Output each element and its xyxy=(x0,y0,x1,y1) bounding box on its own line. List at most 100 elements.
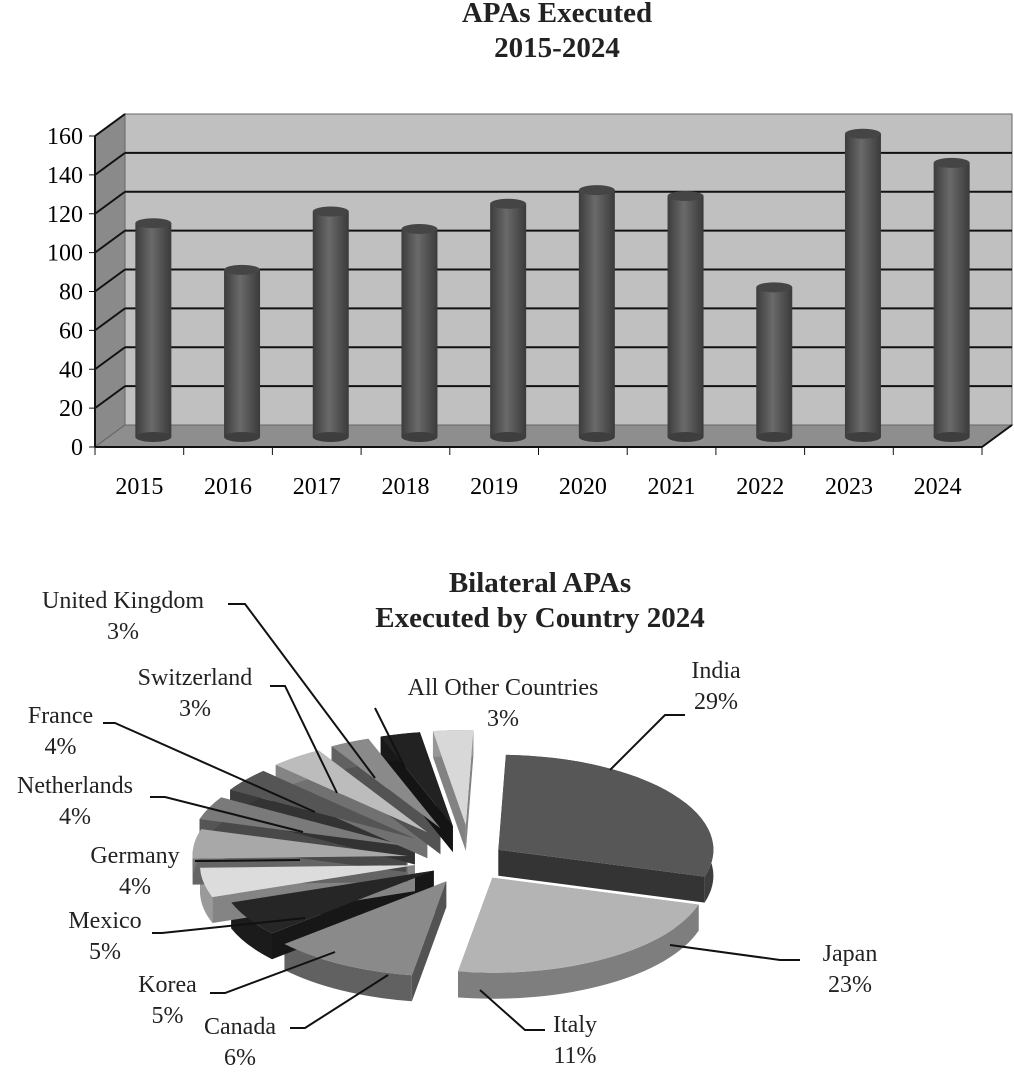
pie-label-percent: 3% xyxy=(487,706,519,732)
side-gridline xyxy=(94,229,126,254)
slice-side-India xyxy=(498,849,705,903)
x-tick-label: 2023 xyxy=(825,474,873,500)
leader-line-united-kingdom xyxy=(228,603,376,779)
slice-India xyxy=(498,754,714,877)
pie-label-percent: 11% xyxy=(553,1043,597,1069)
bar-cap xyxy=(844,128,881,139)
y-tick-label: 60 xyxy=(59,318,83,344)
leader-line-switzerland xyxy=(270,685,338,794)
pie-label-percent: 3% xyxy=(179,696,211,722)
slice-France xyxy=(275,750,428,833)
pie-label-percent: 6% xyxy=(224,1045,256,1071)
bar-base xyxy=(844,432,881,442)
x-tick-label: 2018 xyxy=(381,474,429,500)
slice-side-Italy xyxy=(411,881,447,1002)
leader-line-canada xyxy=(290,974,389,1029)
pie-label-percent: 3% xyxy=(107,619,139,645)
pie-label-name: Japan xyxy=(822,941,878,967)
bar-base xyxy=(490,432,527,442)
bar-base xyxy=(135,432,172,442)
pie-label-percent: 23% xyxy=(828,972,872,998)
y-tick-label: 140 xyxy=(47,163,83,189)
floor-edge xyxy=(981,424,1013,448)
side-gridline xyxy=(94,152,126,176)
leader-line-all-other-countries xyxy=(374,707,406,769)
bar-cap xyxy=(135,218,172,229)
x-tick-label: 2022 xyxy=(736,474,784,500)
side-gridline xyxy=(94,346,126,371)
pie-chart-title: Bilateral APAs Executed by Country 2024 xyxy=(290,566,790,636)
bar-cap xyxy=(401,224,438,235)
x-tick-label: 2015 xyxy=(115,474,163,500)
pie-label-japan: Japan 23% xyxy=(805,939,895,1001)
leader-line-france xyxy=(103,722,316,813)
bar-cap xyxy=(933,157,970,168)
slice-side-All Other Countries xyxy=(465,730,474,852)
bar-2019 xyxy=(490,203,527,437)
y-tick-label: 100 xyxy=(47,241,83,267)
pie-label-name: All Other Countries xyxy=(407,675,599,701)
slice-side-Switzerland xyxy=(331,746,441,855)
bar-cap xyxy=(578,185,615,196)
side-gridline xyxy=(94,190,126,215)
pie-label-percent: 5% xyxy=(89,939,121,965)
bar-2021 xyxy=(667,195,704,437)
leader-line-germany xyxy=(195,859,301,862)
slice-Canada xyxy=(231,870,434,934)
y-tick-label: 160 xyxy=(47,124,83,150)
slice-side-All Other Countries xyxy=(432,731,466,852)
bar-base xyxy=(933,432,970,442)
pie-label-mexico: Mexico 5% xyxy=(55,906,155,968)
bar-cap xyxy=(490,198,527,209)
bar-2022 xyxy=(756,287,793,437)
pie-label-percent: 4% xyxy=(44,734,77,760)
leader-line-mexico xyxy=(152,917,306,934)
bar-cap xyxy=(224,264,261,275)
pie-label-canada: Canada 6% xyxy=(190,1012,290,1074)
pie-label-name: Canada xyxy=(204,1014,276,1040)
pie-label-name: Germany xyxy=(90,843,180,869)
bar-base xyxy=(667,432,704,442)
y-tick-label: 20 xyxy=(59,396,83,422)
pie-label-percent: 29% xyxy=(694,689,738,715)
y-tick-label: 0 xyxy=(71,435,83,461)
y-tick-label: 40 xyxy=(59,357,83,383)
y-tick-label: 120 xyxy=(47,202,83,228)
leader-line-korea xyxy=(210,951,336,994)
side-gridline xyxy=(94,307,126,332)
y-tick-label: 80 xyxy=(59,280,83,306)
pie-label-india: India 29% xyxy=(686,656,746,718)
pie-label-korea: Korea 5% xyxy=(125,970,210,1032)
pie-label-percent: 4% xyxy=(59,804,91,830)
leader-line-italy xyxy=(479,989,545,1031)
slice-Mexico xyxy=(192,829,408,859)
side-gridline xyxy=(94,385,126,409)
slice-Japan xyxy=(458,877,699,973)
slice-Italy xyxy=(284,881,447,976)
x-tick-label: 2016 xyxy=(204,474,252,500)
pie-label-name: United Kingdom xyxy=(42,588,204,614)
bar-cap xyxy=(312,206,349,217)
bar-2018 xyxy=(401,229,438,437)
pie-label-germany: Germany 4% xyxy=(75,841,195,903)
pie-label-name: Switzerland xyxy=(137,665,253,691)
bar-2017 xyxy=(312,211,349,437)
bar-2016 xyxy=(224,269,261,437)
pie-label-italy: Italy 11% xyxy=(540,1010,610,1072)
leader-line-netherlands xyxy=(150,796,304,833)
leader-line-japan xyxy=(669,944,800,961)
slice-Korea xyxy=(200,865,415,898)
bar-chart-title: APAs Executed 2015-2024 xyxy=(357,0,757,66)
leader-line-india xyxy=(609,714,685,771)
side-gridline xyxy=(94,268,126,293)
slice-Netherlands xyxy=(230,771,415,839)
bar-2020 xyxy=(578,190,615,437)
slice-Germany xyxy=(199,797,406,846)
pie-title-line1: Bilateral APAs xyxy=(448,567,632,599)
bar-base xyxy=(312,432,349,442)
bar-base xyxy=(401,432,438,442)
pie-label-name: India xyxy=(691,658,741,684)
bar-2023 xyxy=(844,133,881,437)
bar-base xyxy=(756,432,793,442)
